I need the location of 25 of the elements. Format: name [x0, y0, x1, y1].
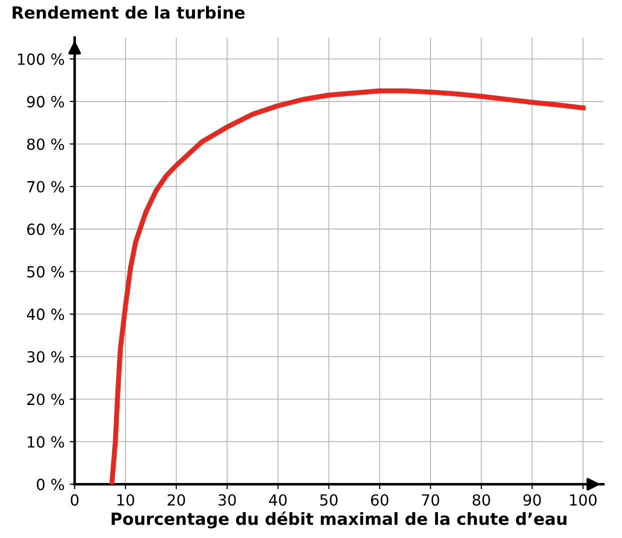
x-axis-title: Pourcentage du débit maximal de la chute d’eau — [112, 511, 566, 528]
x-tick-label: 40 — [269, 494, 287, 506]
y-tick-label: 50 % — [27, 266, 64, 278]
x-tick-label: 30 — [218, 494, 236, 506]
y-tick-label: 80 % — [27, 138, 64, 150]
line-series — [109, 88, 586, 484]
x-tick-label: 100 — [570, 494, 597, 506]
y-axis-title: Rendement de la turbine — [12, 6, 245, 19]
x-tick-label: 20 — [168, 494, 186, 506]
x-tick-label: 80 — [472, 494, 490, 506]
y-tick-label: 40 % — [26, 308, 64, 320]
x-tick-label: 60 — [371, 494, 388, 506]
x-tick-label: 70 — [422, 494, 440, 506]
x-tick-label: 0 — [70, 494, 78, 506]
y-tick-label: 30 % — [27, 351, 64, 363]
x-tick-label: 10 — [117, 494, 134, 506]
y-tick-label: 70 % — [27, 180, 64, 193]
y-tick-label: 60 % — [27, 224, 64, 236]
y-tick-label: 10 % — [28, 436, 64, 448]
y-tick-label: 90 % — [27, 96, 64, 108]
y-tick-label: 0 % — [36, 478, 64, 490]
x-tick-label: 50 — [320, 494, 338, 506]
y-tick-label: 100 % — [18, 53, 64, 65]
y-tick-label: 20 % — [27, 394, 64, 406]
x-tick-label: 90 — [523, 494, 541, 506]
